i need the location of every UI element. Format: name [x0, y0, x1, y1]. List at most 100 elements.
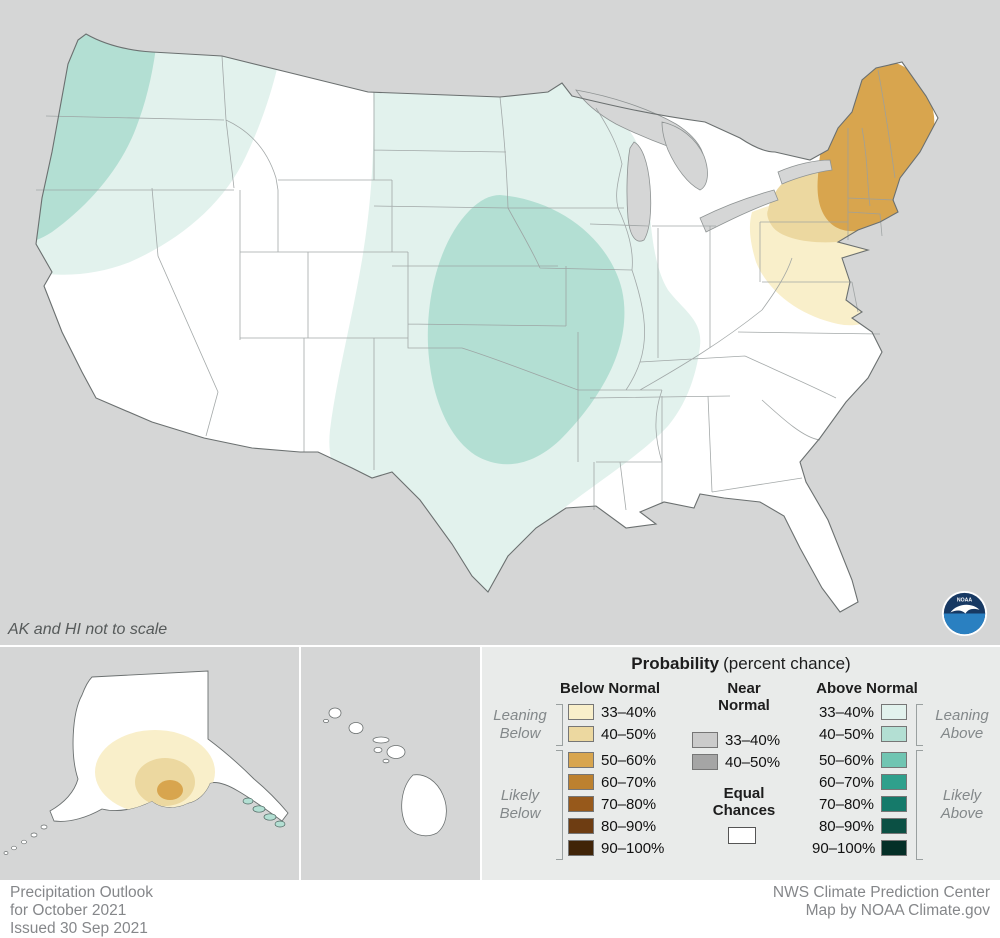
legend-range-label: 60–70% — [818, 773, 874, 791]
state-borders — [36, 55, 896, 511]
legend-swatch — [881, 774, 907, 790]
legend-range-label: 50–60% — [601, 751, 657, 769]
legend-equal-chances-swatch — [728, 827, 756, 844]
lake-michigan — [626, 141, 652, 242]
hawaiian-islands — [323, 707, 447, 837]
bracket-leaning-above — [916, 704, 923, 746]
legend-row: 33–40% — [568, 701, 664, 723]
legend-row: 40–50% — [812, 723, 907, 745]
lake-ontario — [777, 159, 833, 185]
legend-row: 50–60% — [568, 749, 664, 771]
legend-range-label: 40–50% — [725, 753, 781, 771]
aleutian-island — [11, 845, 17, 851]
legend-group-leaning-below: Leaning Below — [493, 707, 547, 742]
panhandle-island-above — [263, 813, 277, 821]
legend-rows-below: 33–40% 40–50% 50–60% 60–70% 70–80% 80–90… — [568, 701, 664, 859]
legend-row: 33–40% — [812, 701, 907, 723]
legend-range-label: 90–100% — [601, 839, 665, 857]
legend-title-note: (percent chance) — [723, 654, 851, 673]
legend-row: 50–60% — [812, 749, 907, 771]
bracket-likely-above — [916, 750, 923, 860]
great-lakes — [575, 89, 833, 242]
legend-rows-near: 33–40% 40–50% — [692, 729, 780, 773]
island-kauai — [328, 707, 342, 719]
legend-header-near-normal: Near Normal — [718, 680, 770, 714]
legend-rows-above: 33–40% 40–50% 50–60% 60–70% 70–80% 80–90… — [812, 701, 907, 859]
noaa-logo-bottom — [943, 613, 986, 635]
legend-swatch — [692, 732, 718, 748]
legend-range-label: 70–80% — [601, 795, 657, 813]
island-kahoolawe — [382, 758, 390, 764]
hawaii-map — [301, 647, 480, 880]
legend-header-below-normal: Below Normal — [559, 680, 661, 697]
legend-swatch — [881, 752, 907, 768]
lake-erie — [699, 189, 779, 233]
noaa-logo: NOAA — [941, 590, 988, 637]
legend-range-label: 50–60% — [818, 751, 874, 769]
noaa-bird-icon — [950, 604, 980, 614]
legend-row: 70–80% — [812, 793, 907, 815]
footer-credit: Map by NOAA Climate.gov — [805, 902, 990, 919]
panhandle-island-above — [242, 797, 254, 805]
legend-range-label: 60–70% — [601, 773, 657, 791]
island-niihau — [323, 719, 329, 724]
bottom-row: Probability (percent chance) Below Normal… — [0, 647, 1000, 880]
legend-group-leaning-above: Leaning Above — [935, 707, 989, 742]
legend-row: 90–100% — [812, 837, 907, 859]
island-lanai — [373, 747, 383, 754]
legend-swatch — [881, 840, 907, 856]
legend-row: 70–80% — [568, 793, 664, 815]
legend-range-label: 80–90% — [601, 817, 657, 835]
legend-row: 80–90% — [812, 815, 907, 837]
bracket-leaning-below — [556, 704, 563, 746]
legend-swatch — [568, 726, 594, 742]
legend-range-label: 33–40% — [601, 703, 657, 721]
panhandle-island-above — [252, 805, 266, 813]
legend-swatch — [881, 818, 907, 834]
legend-swatch — [568, 796, 594, 812]
footer-right: NWS Climate Prediction Center Map by NOA… — [773, 884, 990, 938]
legend-title-bold: Probability — [631, 654, 720, 673]
alaska-panhandle-islands — [242, 797, 286, 828]
aleutian-island — [21, 839, 27, 845]
aleutian-island — [40, 824, 48, 830]
legend-swatch — [568, 704, 594, 720]
alaska-inset — [0, 647, 299, 880]
legend-swatch — [881, 704, 907, 720]
footer-title: Precipitation Outlook — [10, 884, 154, 901]
legend-row: 60–70% — [812, 771, 907, 793]
legend-range-label: 90–100% — [812, 839, 876, 857]
legend-range-label: 33–40% — [818, 703, 874, 721]
region-ak-below-50-60 — [157, 780, 183, 800]
conus-map-panel: AK and HI not to scale NOAA — [0, 0, 1000, 645]
legend-row: 60–70% — [568, 771, 664, 793]
footer-source: NWS Climate Prediction Center — [772, 884, 990, 901]
island-maui — [386, 745, 406, 759]
island-molokai — [372, 736, 390, 744]
footer: Precipitation Outlook for October 2021 I… — [0, 880, 1000, 938]
conus-map — [35, 33, 939, 613]
legend-range-label: 70–80% — [818, 795, 874, 813]
island-oahu — [348, 722, 364, 734]
legend-row: 40–50% — [692, 751, 780, 773]
footer-issued: Issued 30 Sep 2021 — [10, 920, 148, 937]
aleutian-islands — [3, 824, 48, 855]
footer-left: Precipitation Outlook for October 2021 I… — [10, 884, 153, 938]
legend-row: 90–100% — [568, 837, 664, 859]
legend-swatch — [692, 754, 718, 770]
legend-swatch — [568, 752, 594, 768]
legend-swatch — [568, 818, 594, 834]
region-above-40-50-central — [427, 195, 625, 465]
island-hawaii-big-island — [401, 774, 447, 837]
legend-group-likely-above: Likely Above — [940, 787, 984, 822]
legend-group-likely-below: Likely Below — [499, 787, 541, 822]
us-outline — [35, 33, 939, 613]
hawaii-inset — [301, 647, 480, 880]
alaska-map — [0, 647, 299, 880]
lake-huron — [661, 121, 708, 191]
legend-header-above-normal: Above Normal — [816, 680, 918, 697]
legend-range-label: 40–50% — [601, 725, 657, 743]
legend-swatch — [568, 774, 594, 790]
legend-title: Probability (percent chance) — [482, 654, 1000, 674]
